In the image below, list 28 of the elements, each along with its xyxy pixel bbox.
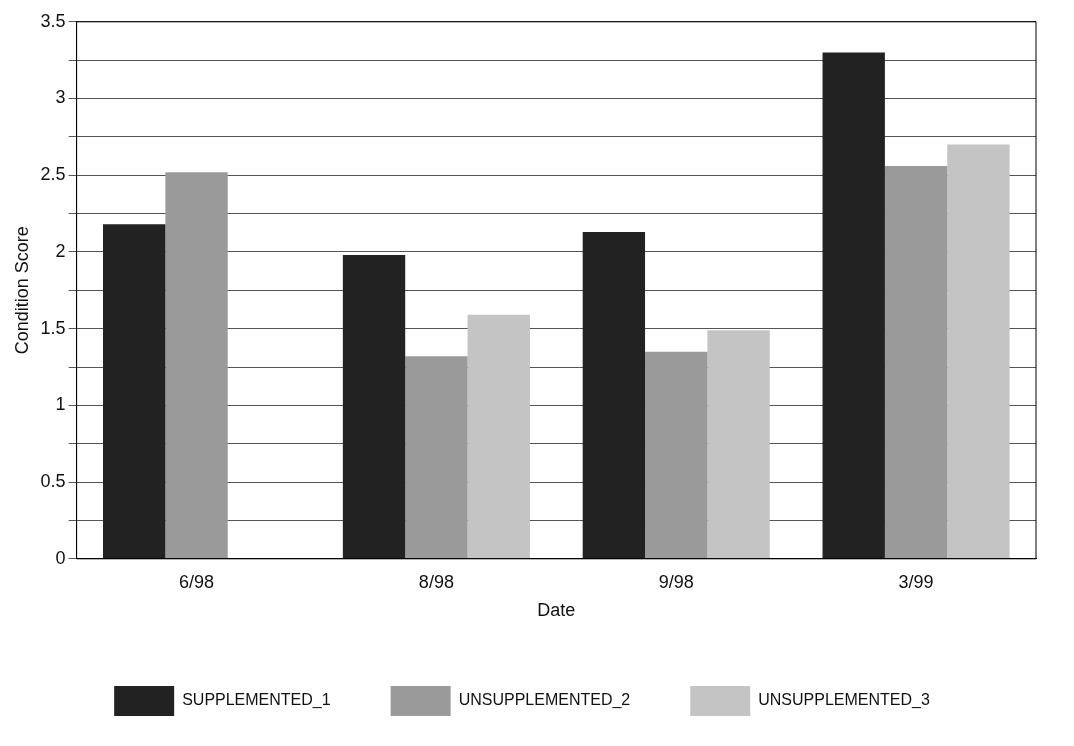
y-axis-title: Condition Score	[11, 226, 32, 355]
x-tick-label: 3/99	[898, 571, 934, 592]
bar	[582, 232, 646, 559]
bar	[467, 314, 530, 559]
bar	[707, 330, 770, 559]
bar	[405, 356, 468, 559]
legend-label: UNSUPPLEMENTED_3	[758, 691, 930, 710]
x-tick-label: 8/98	[418, 571, 454, 592]
bar	[645, 351, 708, 559]
x-tick-label: 9/98	[658, 571, 694, 592]
x-tick-label: 6/98	[179, 571, 215, 592]
y-tick-label: 2.5	[40, 164, 66, 185]
y-tick-label: 1.5	[40, 317, 66, 338]
bar	[822, 52, 885, 559]
y-tick-label: 3	[55, 87, 66, 108]
bar	[947, 144, 1010, 559]
y-tick-label: 3.5	[40, 10, 66, 31]
y-tick-label: 1	[55, 394, 66, 415]
bar	[884, 166, 948, 559]
legend-label: SUPPLEMENTED_1	[182, 691, 331, 710]
legend-label: UNSUPPLEMENTED_2	[458, 691, 631, 710]
y-tick-label: 2	[55, 240, 66, 261]
x-axis-title: Date	[537, 600, 576, 621]
bar	[103, 224, 166, 559]
bar	[342, 255, 406, 559]
y-tick-label: 0.5	[40, 471, 66, 492]
y-tick-label: 0	[55, 547, 66, 568]
bar	[165, 172, 228, 559]
